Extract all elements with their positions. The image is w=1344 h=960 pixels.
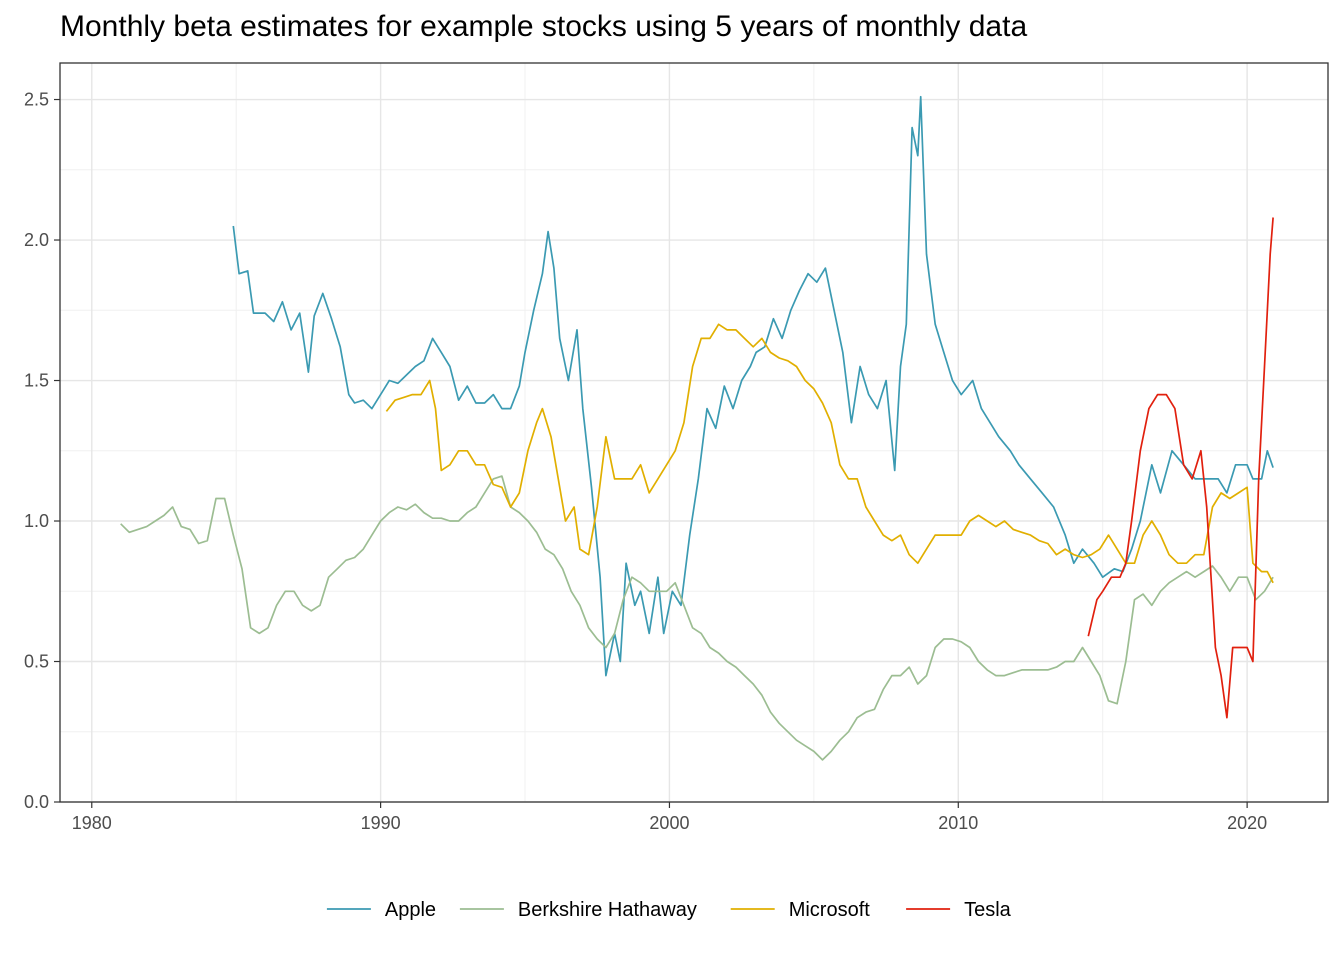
legend-item-microsoft: Microsoft — [730, 899, 871, 921]
legend-label-berkshire-hathaway: Berkshire Hathaway — [518, 899, 697, 921]
panel-border — [59, 62, 1329, 803]
legend-label-tesla: Tesla — [964, 899, 1012, 921]
x-tick-label: 1990 — [361, 813, 401, 833]
legend-item-apple: Apple — [326, 899, 436, 921]
gridlines — [60, 63, 1328, 803]
legend-item-tesla: Tesla — [906, 899, 1012, 921]
y-tick-label: 0.0 — [24, 792, 49, 812]
series-lines — [120, 95, 1274, 761]
series-line-microsoft — [385, 323, 1274, 584]
legend: Apple Berkshire Hathaway Microsoft Tesla — [326, 899, 1012, 921]
y-tick-label: 2.0 — [24, 230, 49, 250]
legend-item-berkshire-hathaway: Berkshire Hathaway — [459, 899, 697, 921]
legend-label-apple: Apple — [385, 899, 436, 921]
series-line-tesla — [1087, 217, 1274, 719]
y-tick-label: 0.5 — [24, 652, 49, 672]
y-tick-label: 2.5 — [24, 90, 49, 110]
series-line-berkshire-hathaway — [120, 475, 1274, 761]
x-tick-label: 2000 — [649, 813, 689, 833]
axes: 1980 1990 2000 2010 2020 0.0 0.5 1.0 1.5 2.0 2.5 — [24, 90, 1267, 833]
legend-label-microsoft: Microsoft — [789, 899, 871, 921]
y-tick-label: 1.5 — [24, 371, 49, 391]
series-line-apple — [232, 95, 1274, 677]
y-tick-label: 1.0 — [24, 511, 49, 531]
x-tick-label: 1980 — [72, 813, 112, 833]
x-tick-label: 2010 — [938, 813, 978, 833]
x-tick-label: 2020 — [1227, 813, 1267, 833]
chart-title: Monthly beta estimates for example stock… — [60, 10, 1028, 43]
